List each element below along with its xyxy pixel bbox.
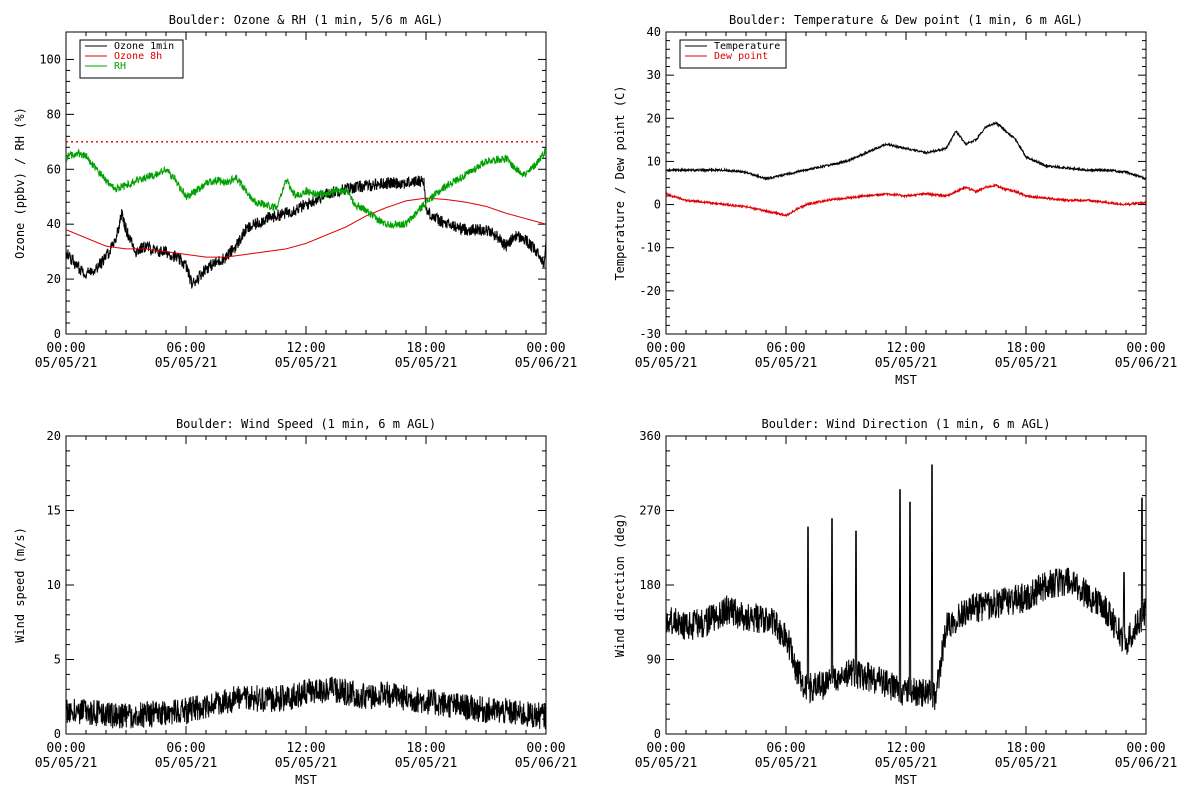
y-tick-label: 180 [639,578,661,592]
y-tick-label: 20 [47,272,61,286]
x-tick-date-label: 05/05/21 [35,756,98,771]
chart-panel-1: Boulder: Ozone & RH (1 min, 5/6 m AGL) 0 2… [13,13,577,371]
legend-box [679,39,787,69]
y-tick-label: 0 [654,198,661,212]
y-axis-label: Wind speed (m/s) [13,527,27,643]
x-tick-date-label: 05/05/21 [155,756,218,771]
x-tick-date-label: 05/05/21 [875,756,938,771]
series-line-1 [66,676,546,730]
y-tick-label: 10 [647,154,661,168]
y-tick-label: 360 [639,429,661,443]
x-tick-date-label: 05/05/21 [995,356,1058,371]
x-tick-date-label: 05/05/21 [395,356,458,371]
x-tick-time-label: 00:00 [646,341,685,356]
x-tick-date-label: 05/05/21 [275,356,338,371]
x-tick-date-label: 05/05/21 [755,756,818,771]
y-tick-label: 80 [47,107,61,121]
x-tick-time-label: 00:00 [526,741,565,756]
chart-title: Boulder: Wind Speed (1 min, 6 m AGL) [176,417,436,431]
x-tick-time-label: 12:00 [886,341,925,356]
y-tick-label: 20 [47,429,61,443]
x-tick-time-label: 12:00 [286,741,325,756]
x-tick-date-label: 05/05/21 [995,756,1058,771]
y-tick-label: -20 [639,284,661,298]
plot-frame [665,31,1147,335]
x-tick-date-label: 05/05/21 [155,356,218,371]
x-tick-time-label: 12:00 [286,341,325,356]
chart-panel-4: Boulder: Wind Direction (1 min, 6 m AGL)… [613,417,1177,787]
x-tick-time-label: 18:00 [406,741,445,756]
x-tick-date-label: 05/06/21 [515,356,578,371]
y-tick-label: 10 [47,578,61,592]
x-tick-time-label: 00:00 [46,741,85,756]
legend-box [79,39,184,79]
chart-panel-3: Boulder: Wind Speed (1 min, 6 m AGL) 0 5 10… [13,417,577,787]
chart-title: Boulder: Wind Direction (1 min, 6 m AGL) [762,417,1051,431]
chart-title: Boulder: Ozone & RH (1 min, 5/6 m AGL) [169,13,444,27]
x-tick-date-label: 05/05/21 [395,756,458,771]
x-tick-time-label: 00:00 [646,741,685,756]
y-tick-label: 270 [639,504,661,518]
y-tick-label: -10 [639,241,661,255]
x-tick-date-label: 05/06/21 [1115,756,1178,771]
y-tick-label: 40 [647,25,661,39]
y-tick-label: 60 [47,162,61,176]
x-tick-date-label: 05/05/21 [35,356,98,371]
y-tick-label: 0 [54,327,61,341]
y-axis-label: Temperature / Dew point (C) [613,85,627,280]
x-tick-date-label: 05/05/21 [635,756,698,771]
y-tick-label: 5 [54,653,61,667]
x-tick-time-label: 00:00 [1126,341,1165,356]
series-line-3 [66,148,546,229]
x-tick-time-label: 18:00 [1006,341,1045,356]
x-tick-date-label: 05/05/21 [755,356,818,371]
x-axis-label: MST [895,773,917,787]
x-tick-time-label: 06:00 [166,341,205,356]
x-tick-date-label: 05/06/21 [515,756,578,771]
x-tick-time-label: 00:00 [526,341,565,356]
y-tick-label: 0 [54,727,61,741]
x-tick-time-label: 18:00 [406,341,445,356]
y-tick-label: -30 [639,327,661,341]
x-axis-label: MST [295,773,317,787]
chart-title: Boulder: Temperature & Dew point (1 min,… [729,13,1083,27]
x-tick-time-label: 00:00 [46,341,85,356]
legend-entry: Dew point [714,51,768,62]
y-tick-label: 20 [647,111,661,125]
chart-panel-2: Boulder: Temperature & Dew point (1 min,… [613,13,1177,387]
x-tick-date-label: 05/05/21 [875,356,938,371]
y-axis-label: Wind direction (deg) [613,513,627,658]
y-tick-label: 100 [39,52,61,66]
x-tick-time-label: 18:00 [1006,741,1045,756]
series-line-2 [666,182,1146,218]
x-tick-date-label: 05/05/21 [635,356,698,371]
plot-frame [65,435,547,735]
legend-entry: RH [114,61,126,72]
series-line-1 [66,175,546,289]
x-tick-time-label: 12:00 [886,741,925,756]
series-line-1 [666,120,1146,181]
y-tick-label: 40 [47,217,61,231]
series-line-2 [66,197,546,258]
y-axis-label: Ozone (ppbv) / RH (%) [13,107,27,259]
legend-entry: Ozone 8h [114,51,162,62]
y-tick-label: 30 [647,68,661,82]
x-tick-time-label: 06:00 [766,341,805,356]
series-line-1 [666,464,1146,711]
y-tick-label: 15 [47,504,61,518]
x-tick-time-label: 06:00 [766,741,805,756]
x-tick-time-label: 00:00 [1126,741,1165,756]
y-tick-label: 90 [647,653,661,667]
x-axis-label: MST [895,373,917,387]
x-tick-date-label: 05/05/21 [275,756,338,771]
x-tick-date-label: 05/06/21 [1115,356,1178,371]
legend-entry: Ozone 1min [114,41,174,52]
x-tick-time-label: 06:00 [166,741,205,756]
y-tick-label: 0 [654,727,661,741]
legend-entry: Temperature [714,41,780,52]
